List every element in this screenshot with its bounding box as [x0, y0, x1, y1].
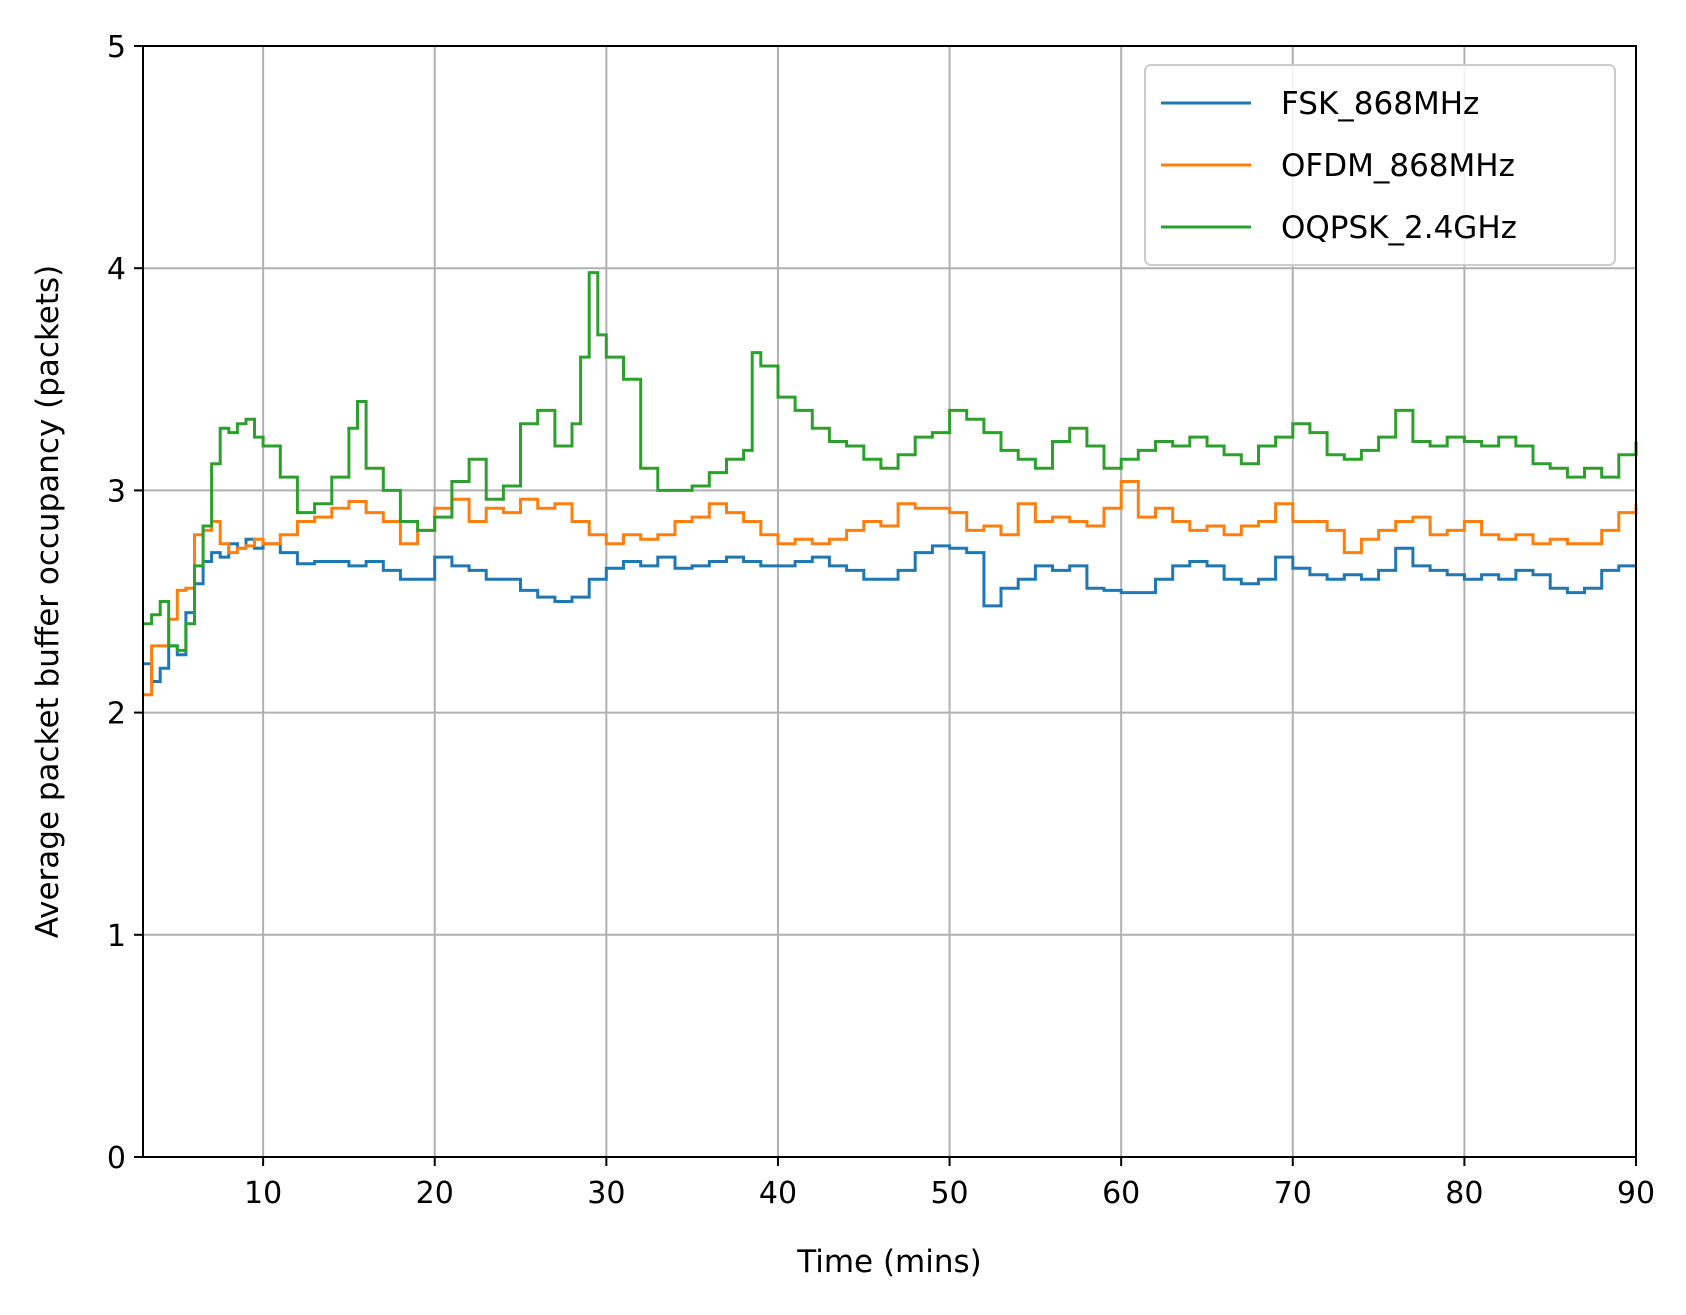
x-tick-label: 10	[244, 1176, 282, 1211]
x-tick-label: 50	[930, 1176, 968, 1211]
legend-entries: FSK_868MHz OFDM_868MHz OQPSK_2.4GHz	[1161, 86, 1517, 246]
series-lines	[143, 271, 1638, 697]
legend-label-2: OQPSK_2.4GHz	[1281, 210, 1517, 246]
y-tick-label: 4	[107, 252, 126, 287]
x-tick-label: 80	[1445, 1176, 1483, 1211]
y-tick-label: 1	[107, 919, 126, 954]
x-tick-label: 70	[1274, 1176, 1312, 1211]
x-axis-label: Time (mins)	[796, 1244, 982, 1280]
series-line-2	[143, 271, 1638, 652]
y-axis-label: Average packet buffer occupancy (packets…	[30, 265, 66, 939]
x-tick-label: 60	[1102, 1176, 1140, 1211]
legend-label-0: FSK_868MHz	[1281, 86, 1479, 122]
series-line-1	[143, 480, 1638, 697]
y-tick-label: 5	[107, 30, 126, 65]
x-tick-label: 30	[587, 1176, 625, 1211]
series-line-0	[143, 537, 1636, 683]
legend-label-1: OFDM_868MHz	[1281, 148, 1515, 184]
y-tick-label: 2	[107, 697, 126, 732]
y-tick-label: 3	[107, 474, 126, 509]
legend: FSK_868MHz OFDM_868MHz OQPSK_2.4GHz	[1144, 64, 1616, 266]
x-tick-label: 90	[1617, 1176, 1655, 1211]
legend-box	[1144, 64, 1616, 266]
y-tick-label: 0	[107, 1141, 126, 1176]
x-tick-label: 20	[416, 1176, 454, 1211]
axis-ticks: 10 20 30 40 50 60 70 80 90 0 1 2 3 4 5	[107, 30, 1655, 1211]
x-tick-label: 40	[759, 1176, 797, 1211]
plot-frame	[142, 45, 1637, 1158]
